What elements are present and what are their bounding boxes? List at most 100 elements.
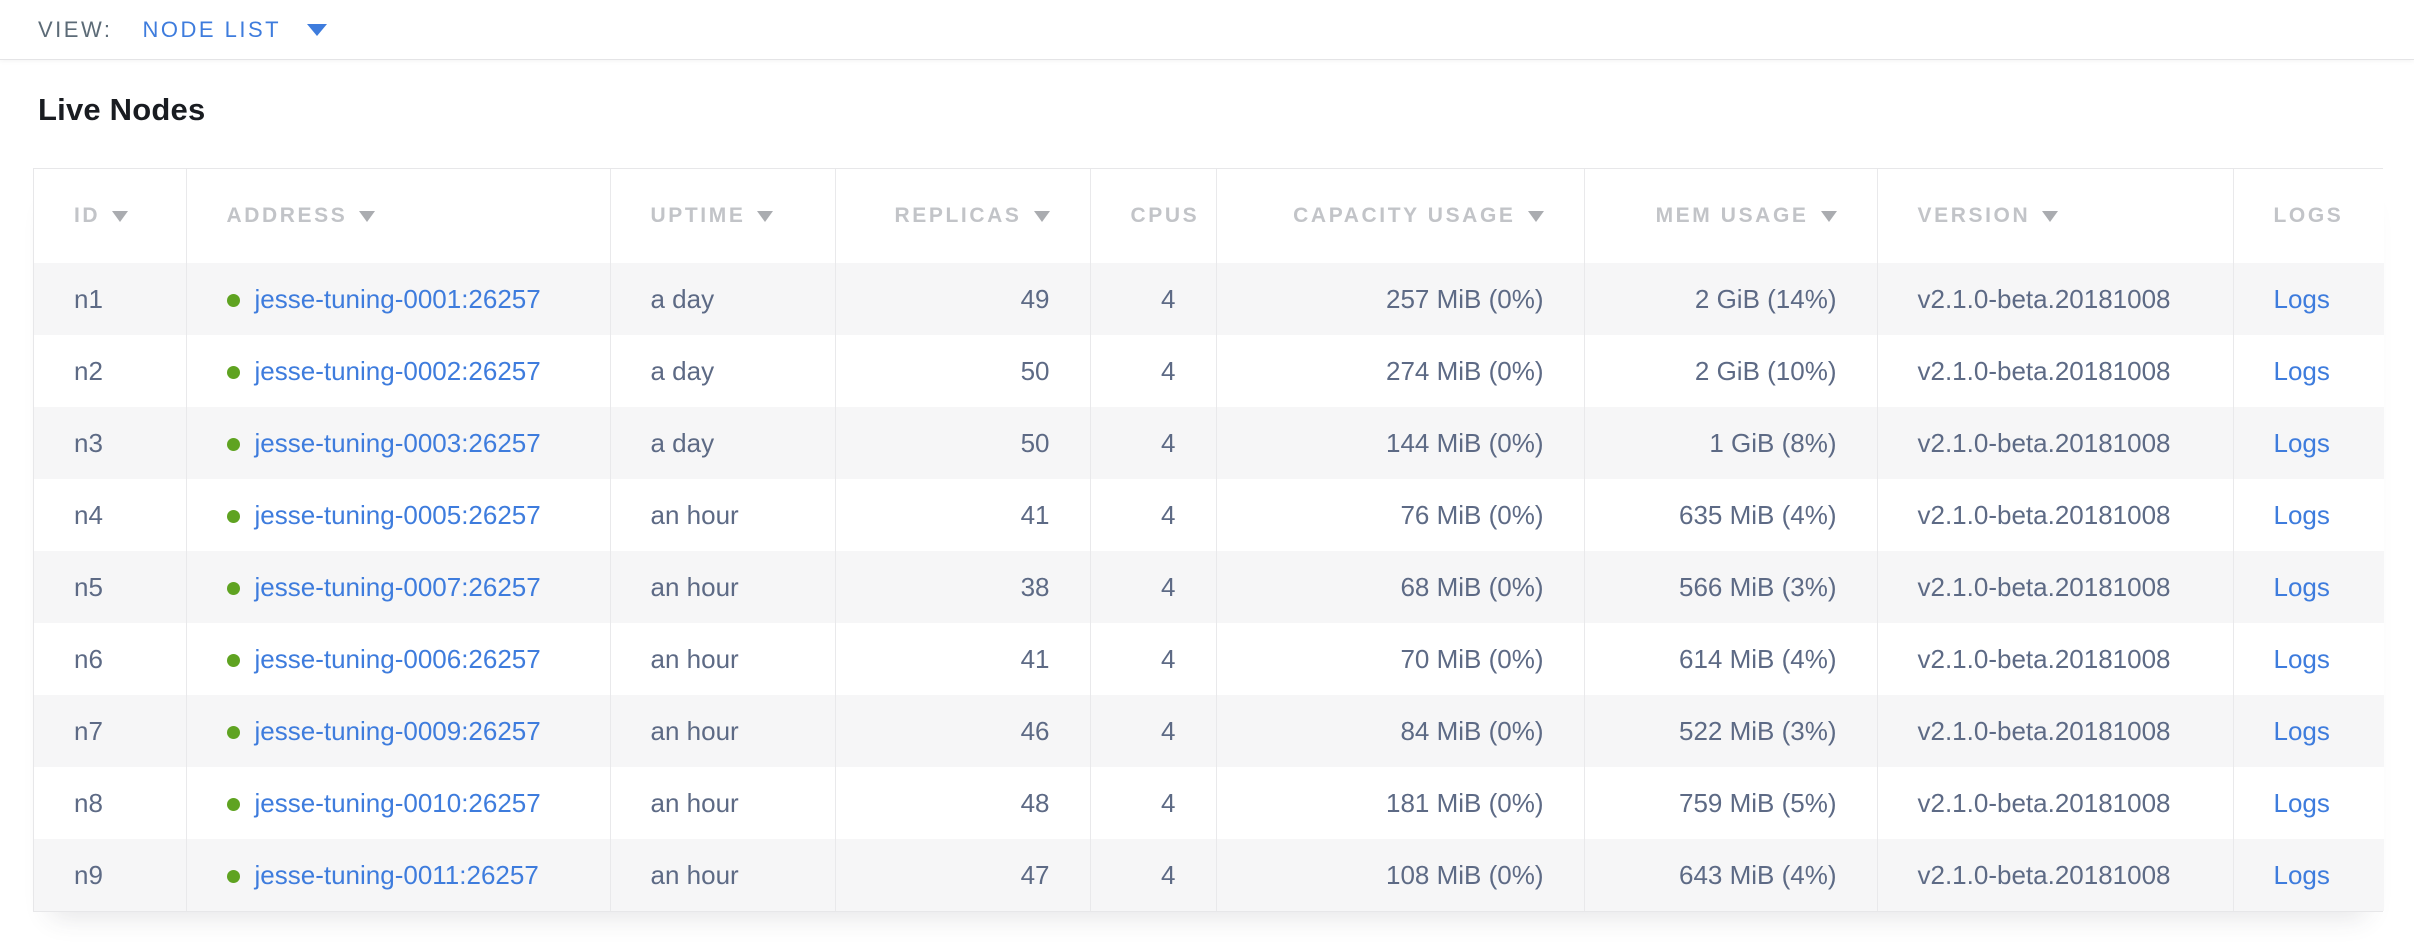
column-header-label: CPUS <box>1130 204 1200 227</box>
cell-cpus: 4 <box>1090 623 1217 695</box>
node-address-link[interactable]: jesse-tuning-0009:26257 <box>254 715 541 746</box>
view-label: VIEW: <box>38 16 113 42</box>
view-selector-dropdown[interactable]: NODE LIST <box>142 17 328 43</box>
cell-cpus: 4 <box>1090 839 1217 911</box>
cell-version: v2.1.0-beta.20181008 <box>1877 335 2234 407</box>
cell-version: v2.1.0-beta.20181008 <box>1877 623 2234 695</box>
column-header-uptime[interactable]: UPTIME <box>610 169 836 263</box>
cell-logs: Logs <box>2233 623 2384 695</box>
cell-id: n9 <box>34 839 187 911</box>
table-row: n9 jesse-tuning-0011:26257 an hour 47 4 108 M… <box>34 839 2384 911</box>
logs-link[interactable]: Logs <box>2273 859 2330 890</box>
column-header-label: UPTIME <box>650 204 746 227</box>
column-header-label: CAPACITY USAGE <box>1293 204 1516 227</box>
cell-version: v2.1.0-beta.20181008 <box>1877 479 2234 551</box>
cell-mem: 2 GiB (10%) <box>1584 335 1878 407</box>
cell-id: n8 <box>34 767 187 839</box>
column-header-capacity[interactable]: CAPACITY USAGE <box>1216 169 1585 263</box>
cell-logs: Logs <box>2233 839 2384 911</box>
cell-uptime: an hour <box>610 551 836 623</box>
view-bar: VIEW: NODE LIST <box>0 0 2414 60</box>
column-header-label: LOGS <box>2273 204 2344 227</box>
logs-link[interactable]: Logs <box>2273 427 2330 458</box>
sort-arrow-icon <box>112 211 129 222</box>
node-address-link[interactable]: jesse-tuning-0010:26257 <box>254 787 541 818</box>
logs-link[interactable]: Logs <box>2273 499 2330 530</box>
sort-arrow-icon <box>1820 211 1837 222</box>
cell-version: v2.1.0-beta.20181008 <box>1877 695 2234 767</box>
cell-capacity: 257 MiB (0%) <box>1216 263 1585 335</box>
cell-replicas: 41 <box>835 623 1091 695</box>
logs-link[interactable]: Logs <box>2273 787 2330 818</box>
cell-logs: Logs <box>2233 407 2384 479</box>
cell-id: n6 <box>34 623 187 695</box>
cell-capacity: 76 MiB (0%) <box>1216 479 1585 551</box>
cell-id: n1 <box>34 263 187 335</box>
cell-capacity: 274 MiB (0%) <box>1216 335 1585 407</box>
node-address-link[interactable]: jesse-tuning-0001:26257 <box>254 283 541 314</box>
cell-capacity: 70 MiB (0%) <box>1216 623 1585 695</box>
column-header-address[interactable]: ADDRESS <box>186 169 611 263</box>
logs-link[interactable]: Logs <box>2273 571 2330 602</box>
logs-link[interactable]: Logs <box>2273 283 2330 314</box>
cell-logs: Logs <box>2233 551 2384 623</box>
column-header-mem[interactable]: MEM USAGE <box>1584 169 1878 263</box>
node-address-link[interactable]: jesse-tuning-0002:26257 <box>254 355 541 386</box>
logs-link[interactable]: Logs <box>2273 715 2330 746</box>
cell-capacity: 84 MiB (0%) <box>1216 695 1585 767</box>
cell-version: v2.1.0-beta.20181008 <box>1877 767 2234 839</box>
table-header-row: ID ADDRESS UPTIME REPLICAS CPUS CAPACITY USAG… <box>34 169 2384 263</box>
node-live-status-icon <box>226 798 240 812</box>
cell-mem: 522 MiB (3%) <box>1584 695 1878 767</box>
cell-capacity: 68 MiB (0%) <box>1216 551 1585 623</box>
table-row: n8 jesse-tuning-0010:26257 an hour 48 4 181 M… <box>34 767 2384 839</box>
node-address-link[interactable]: jesse-tuning-0007:26257 <box>254 571 541 602</box>
cell-cpus: 4 <box>1090 551 1217 623</box>
page-title: Live Nodes <box>38 92 206 127</box>
cell-mem: 1 GiB (8%) <box>1584 407 1878 479</box>
cell-address: jesse-tuning-0007:26257 <box>186 551 611 623</box>
logs-link[interactable]: Logs <box>2273 355 2330 386</box>
cell-cpus: 4 <box>1090 695 1217 767</box>
cell-address: jesse-tuning-0009:26257 <box>186 695 611 767</box>
table-row: n3 jesse-tuning-0003:26257 a day 50 4 144 MiB… <box>34 407 2384 479</box>
cell-id: n4 <box>34 479 187 551</box>
cell-address: jesse-tuning-0002:26257 <box>186 335 611 407</box>
cell-logs: Logs <box>2233 335 2384 407</box>
sort-arrow-icon <box>1527 211 1544 222</box>
column-header-id[interactable]: ID <box>34 169 187 263</box>
table-row: n2 jesse-tuning-0002:26257 a day 50 4 274 MiB… <box>34 335 2384 407</box>
cell-cpus: 4 <box>1090 263 1217 335</box>
cell-logs: Logs <box>2233 695 2384 767</box>
column-header-version[interactable]: VERSION <box>1877 169 2234 263</box>
node-address-link[interactable]: jesse-tuning-0005:26257 <box>254 499 541 530</box>
column-header-label: ADDRESS <box>226 204 348 227</box>
cell-replicas: 50 <box>835 407 1091 479</box>
logs-link[interactable]: Logs <box>2273 643 2330 674</box>
node-live-status-icon <box>226 870 240 884</box>
node-live-status-icon <box>226 510 240 524</box>
cell-uptime: a day <box>610 407 836 479</box>
live-nodes-table: ID ADDRESS UPTIME REPLICAS CPUS CAPACITY USAG… <box>33 168 2384 912</box>
cell-capacity: 181 MiB (0%) <box>1216 767 1585 839</box>
cell-mem: 566 MiB (3%) <box>1584 551 1878 623</box>
node-address-link[interactable]: jesse-tuning-0011:26257 <box>254 859 539 890</box>
column-header-replicas[interactable]: REPLICAS <box>835 169 1091 263</box>
cell-cpus: 4 <box>1090 479 1217 551</box>
cell-cpus: 4 <box>1090 335 1217 407</box>
cell-logs: Logs <box>2233 263 2384 335</box>
cell-address: jesse-tuning-0003:26257 <box>186 407 611 479</box>
sort-arrow-icon <box>1033 211 1050 222</box>
chevron-down-icon <box>307 23 328 36</box>
column-header-label: REPLICAS <box>894 204 1022 227</box>
node-address-link[interactable]: jesse-tuning-0006:26257 <box>254 643 541 674</box>
cell-address: jesse-tuning-0001:26257 <box>186 263 611 335</box>
cell-mem: 2 GiB (14%) <box>1584 263 1878 335</box>
main-content: Live Nodes ID ADDRESS UPTIME REPLICAS CPUS CA… <box>0 92 2414 912</box>
cell-version: v2.1.0-beta.20181008 <box>1877 551 2234 623</box>
cell-replicas: 38 <box>835 551 1091 623</box>
sort-arrow-icon <box>2042 211 2059 222</box>
cell-replicas: 46 <box>835 695 1091 767</box>
sort-arrow-icon <box>359 211 376 222</box>
node-address-link[interactable]: jesse-tuning-0003:26257 <box>254 427 541 458</box>
